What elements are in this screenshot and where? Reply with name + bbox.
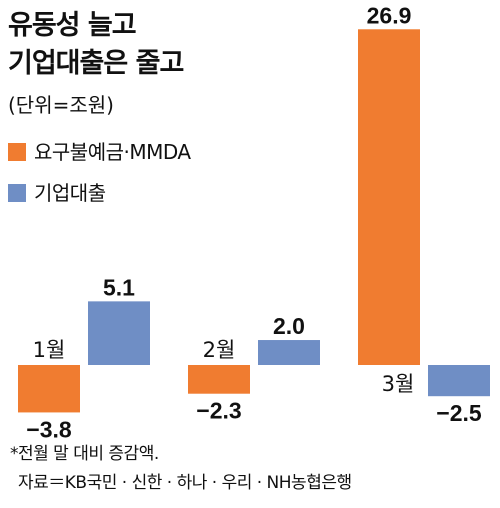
legend-swatch-corporate-loans <box>8 184 26 202</box>
data-label-corporate-loans-m3: −2.5 <box>436 400 482 426</box>
bar-deposits-m3 <box>358 29 420 366</box>
category-label-m2: 2월 <box>203 338 236 362</box>
data-label-corporate-loans-m1: 5.1 <box>103 274 135 300</box>
bar-corporate-loans-m2 <box>258 340 320 365</box>
footnote: *전월 말 대비 증감액. <box>10 444 159 464</box>
legend-item-corporate-loans: 기업대출 <box>8 182 106 204</box>
chart-title-line-2: 기업대출은 줄고 <box>8 48 184 79</box>
data-label-deposits-m3: 26.9 <box>367 2 412 28</box>
unit-label: (단위=조원) <box>8 93 114 117</box>
legend-label-corporate-loans: 기업대출 <box>34 181 106 205</box>
data-label-deposits-m2: −2.3 <box>196 398 241 424</box>
data-label-deposits-m1: −3.8 <box>26 416 72 442</box>
source-note: 자료＝KB국민 · 신한 · 하나 · 우리 · NH농협은행 <box>18 473 352 493</box>
legend-swatch-deposits <box>8 143 26 161</box>
category-label-m3: 3월 <box>382 372 415 396</box>
bar-corporate-loans-m1 <box>88 301 150 365</box>
legend-item-deposits: 요구불예금·MMDA <box>8 141 191 163</box>
bar-corporate-loans-m3 <box>428 365 490 397</box>
chart-title-line-1: 유동성 늘고 <box>8 10 137 41</box>
category-label-m1: 1월 <box>33 338 66 362</box>
data-label-corporate-loans-m2: 2.0 <box>273 313 305 339</box>
legend-label-deposits: 요구불예금·MMDA <box>34 140 191 164</box>
bar-deposits-m1 <box>18 365 80 413</box>
bar-deposits-m2 <box>188 365 250 394</box>
